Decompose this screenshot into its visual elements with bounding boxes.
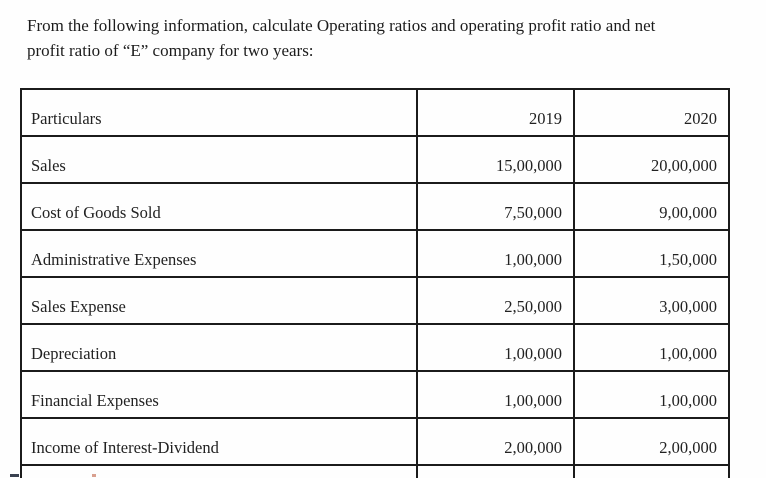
value-2020: 2,00,000 bbox=[573, 417, 730, 466]
row-label: Depreciation bbox=[20, 323, 418, 372]
table-row-admin-expenses: Administrative Expenses 1,00,000 1,50,00… bbox=[20, 229, 730, 278]
value-2019: 50,000 bbox=[416, 464, 575, 478]
row-label: Sales bbox=[20, 135, 418, 184]
table-row-depreciation: Depreciation 1,00,000 1,00,000 bbox=[20, 323, 730, 372]
column-header-2020: 2020 bbox=[573, 88, 730, 137]
value-2020: 1,00,000 bbox=[573, 370, 730, 419]
value-2020: 20,00,000 bbox=[573, 135, 730, 184]
value-2019: 1,00,000 bbox=[416, 323, 575, 372]
table-row-other-expense: Other expense (Non-Operating) 50,000 50,… bbox=[20, 464, 730, 478]
table-row-sales: Sales 15,00,000 20,00,000 bbox=[20, 135, 730, 184]
question-text: From the following information, calculat… bbox=[27, 13, 749, 63]
value-2019: 1,00,000 bbox=[416, 229, 575, 278]
row-label: Sales Expense bbox=[20, 276, 418, 325]
value-2019: 2,50,000 bbox=[416, 276, 575, 325]
table-row-cogs: Cost of Goods Sold 7,50,000 9,00,000 bbox=[20, 182, 730, 231]
row-label: Administrative Expenses bbox=[20, 229, 418, 278]
value-2020: 1,00,000 bbox=[573, 323, 730, 372]
table-row-financial-expenses: Financial Expenses 1,00,000 1,00,000 bbox=[20, 370, 730, 419]
value-2020: 9,00,000 bbox=[573, 182, 730, 231]
cropped-text-fragment-right bbox=[92, 474, 96, 477]
value-2019: 2,00,000 bbox=[416, 417, 575, 466]
financial-data-table: Particulars 2019 2020 Sales 15,00,000 20… bbox=[20, 88, 730, 478]
row-label: Other expense (Non-Operating) bbox=[20, 464, 418, 478]
value-2020: 50,000 bbox=[573, 464, 730, 478]
value-2020: 3,00,000 bbox=[573, 276, 730, 325]
row-label: Cost of Goods Sold bbox=[20, 182, 418, 231]
row-label: Financial Expenses bbox=[20, 370, 418, 419]
question-text-line1: From the following information, calculat… bbox=[27, 16, 656, 35]
value-2019: 1,00,000 bbox=[416, 370, 575, 419]
row-label: Income of Interest-Dividend bbox=[20, 417, 418, 466]
question-text-line2: profit ratio of “E” company for two year… bbox=[27, 41, 314, 60]
table-header-row: Particulars 2019 2020 bbox=[20, 88, 730, 137]
table-row-interest-dividend-income: Income of Interest-Dividend 2,00,000 2,0… bbox=[20, 417, 730, 466]
cropped-text-fragment-left bbox=[10, 474, 19, 477]
column-header-2019: 2019 bbox=[416, 88, 575, 137]
table-row-sales-expense: Sales Expense 2,50,000 3,00,000 bbox=[20, 276, 730, 325]
value-2020: 1,50,000 bbox=[573, 229, 730, 278]
column-header-particulars: Particulars bbox=[20, 88, 418, 137]
value-2019: 15,00,000 bbox=[416, 135, 575, 184]
value-2019: 7,50,000 bbox=[416, 182, 575, 231]
